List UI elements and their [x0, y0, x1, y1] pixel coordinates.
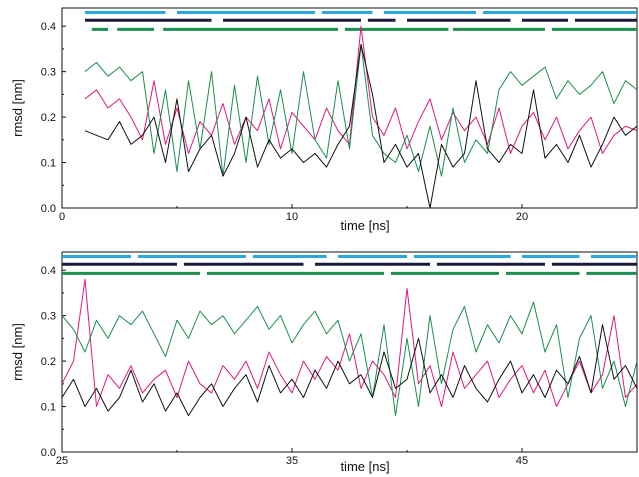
x-tick-label: 25: [56, 455, 68, 467]
y-tick-label: 0.4: [41, 265, 56, 277]
top-panel: 0.0 0.1 0.2 0.3 0.4 0 10 20 time [ns] rmsd [nm]: [10, 7, 638, 233]
y-tick-label: 0.0: [41, 447, 56, 459]
y-tick-label: 0.2: [41, 112, 56, 124]
x-tick-label: 0: [59, 211, 65, 223]
x-tick-label: 35: [286, 455, 298, 467]
y-tick-label: 0.4: [41, 21, 56, 33]
series-line: [84, 43, 638, 177]
x-tick-label: 10: [286, 211, 298, 223]
series-line: [61, 278, 638, 407]
y-axis-label: rmsd [nm]: [10, 79, 25, 137]
y-tick-label: 0.1: [41, 158, 56, 170]
series-line: [84, 43, 638, 209]
x-axis-label: time [ns]: [340, 218, 389, 233]
x-tick-label: 45: [516, 455, 528, 467]
bottom-panel: 0.0 0.1 0.2 0.3 0.4 25 35 45 time [ns] rmsd [nm]: [10, 251, 638, 474]
x-tick-label: 20: [516, 211, 528, 223]
plot-frame: [61, 251, 638, 453]
plot-frame: [61, 7, 638, 209]
y-tick-label: 0.0: [41, 203, 56, 215]
x-axis-label: time [ns]: [340, 459, 389, 474]
y-axis-label: rmsd [nm]: [10, 323, 25, 381]
series-line: [84, 25, 638, 154]
y-tick-label: 0.3: [41, 67, 56, 79]
series-line: [61, 301, 638, 417]
series-line: [61, 324, 638, 417]
y-tick-label: 0.3: [41, 311, 56, 323]
y-tick-label: 0.2: [41, 356, 56, 368]
y-tick-label: 0.1: [41, 402, 56, 414]
